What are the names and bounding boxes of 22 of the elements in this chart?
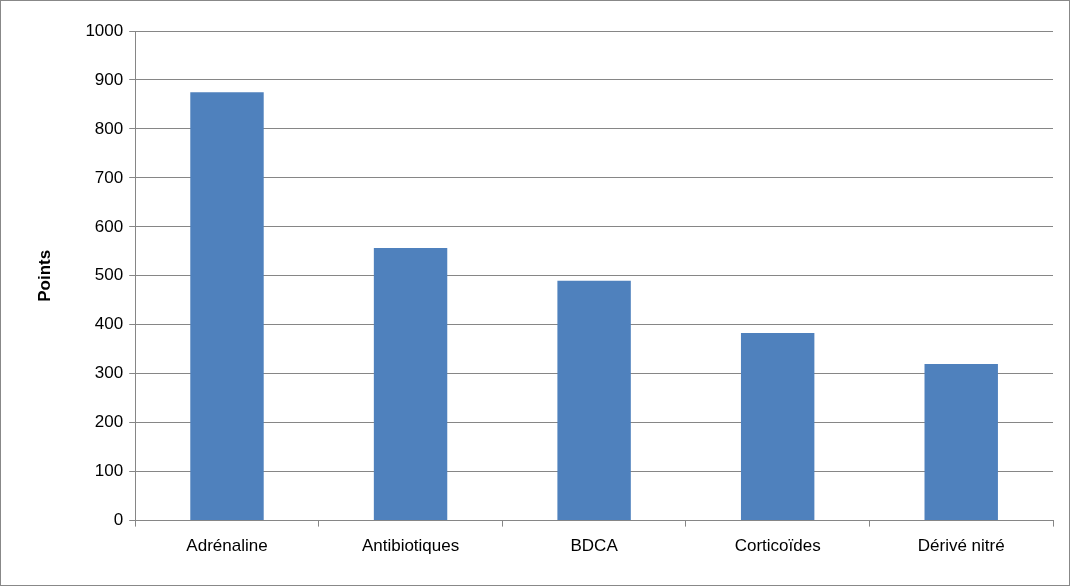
y-tick-label: 400 xyxy=(94,314,124,334)
x-tick-label: Dérivé nitré xyxy=(917,536,1005,556)
y-tick-label: 200 xyxy=(94,412,124,432)
x-tick-label: Corticoïdes xyxy=(734,536,821,556)
y-tick-label: 600 xyxy=(94,216,124,236)
y-tick-label: 800 xyxy=(94,118,124,138)
y-tick-label: 500 xyxy=(94,265,124,285)
bar xyxy=(373,247,448,521)
bar xyxy=(190,92,264,521)
bar xyxy=(740,333,815,521)
y-tick-label: 700 xyxy=(94,167,124,187)
y-tick-label: 1000 xyxy=(85,20,124,40)
y-tick-label: 900 xyxy=(94,69,124,89)
y-tick-label: 300 xyxy=(94,363,124,383)
bar xyxy=(557,280,631,521)
y-tick-label: 100 xyxy=(94,461,124,481)
y-tick-label: 0 xyxy=(113,510,124,530)
y-axis-title: Points xyxy=(34,249,54,302)
x-tick-label: Antibiotiques xyxy=(361,536,460,556)
x-tick-label: BDCA xyxy=(570,536,619,556)
bar xyxy=(924,363,998,521)
x-tick-label: Adrénaline xyxy=(186,536,268,556)
